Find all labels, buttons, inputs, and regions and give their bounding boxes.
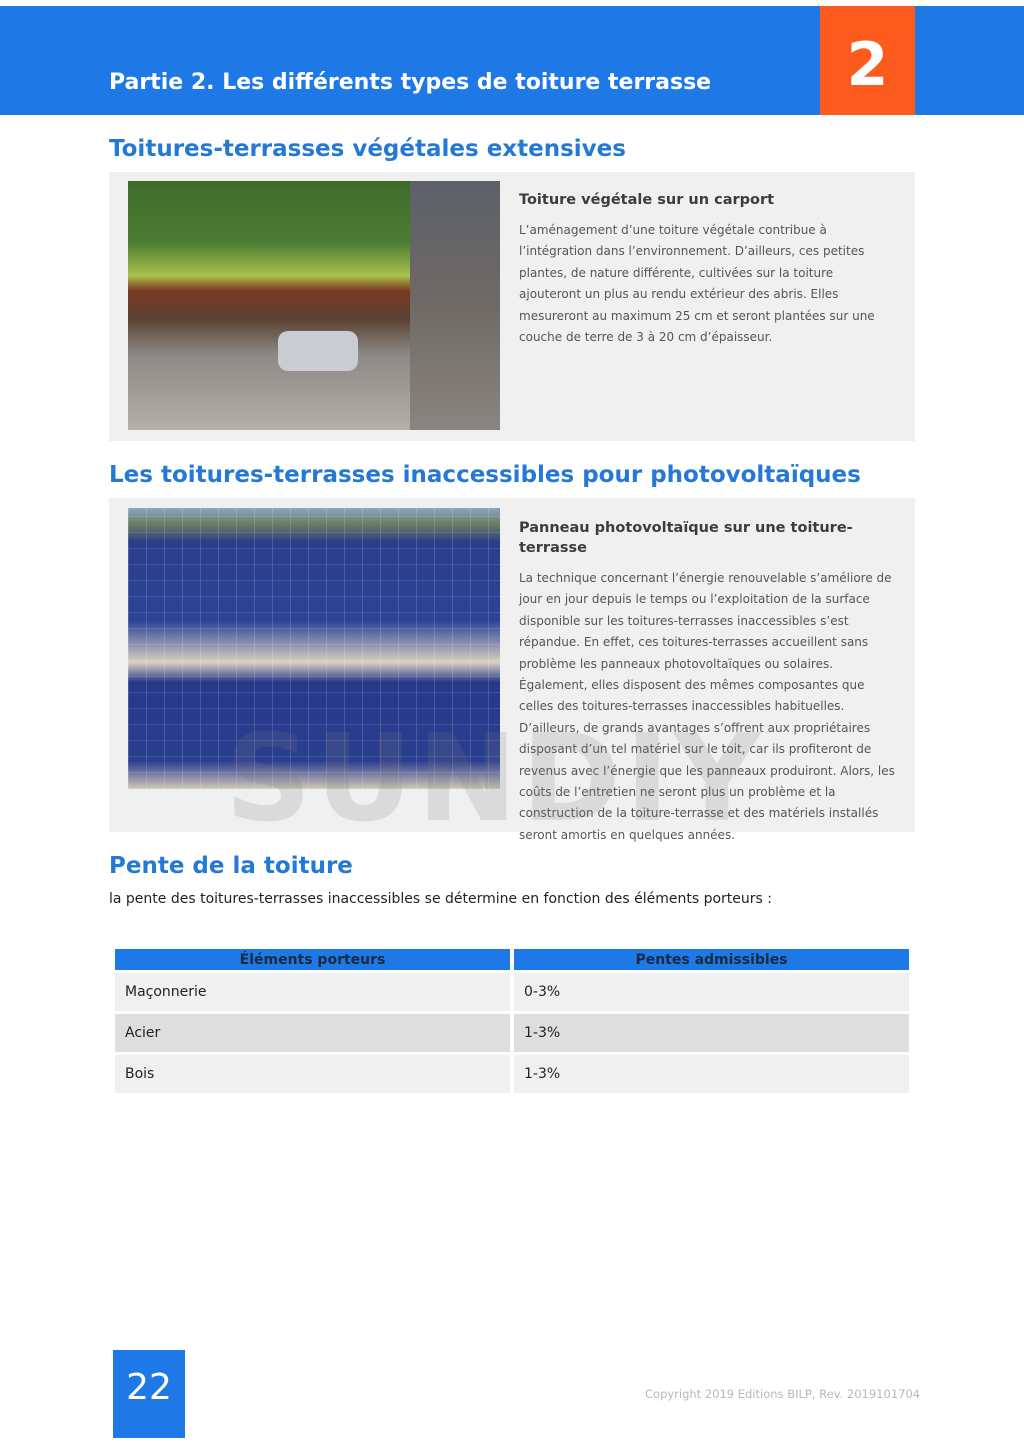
figure-caption-text: La technique concernant l’énergie renouv… [519, 571, 895, 842]
figure-caption-title: Toiture végétale sur un carport [519, 192, 775, 208]
table-cell: 0-3% [514, 973, 909, 1011]
panel-grid-pattern [128, 508, 500, 789]
figure-caption-text: L’aménagement d’une toiture végétale con… [519, 223, 875, 345]
green-roof-carport-photo [128, 181, 500, 430]
copyright-text: Copyright 2019 Editions BILP, Rev. 20191… [645, 1387, 921, 1401]
solar-panels-flat-roof-photo [128, 508, 500, 789]
table-cell: Maçonnerie [115, 973, 510, 1011]
chapter-number-badge: 2 [820, 6, 915, 115]
table-row: Maçonnerie 0-3% [115, 973, 909, 1011]
table-header: Pentes admissibles [514, 949, 909, 970]
section-heading-photovoltaic: Les toitures-terrasses inaccessibles pou… [109, 462, 861, 488]
slope-table: Éléments porteurs Pentes admissibles Maç… [111, 946, 913, 1096]
figure-box-photovoltaic: Panneau photovoltaïque sur une toiture-t… [109, 498, 915, 842]
section-heading-green-roofs: Toitures-terrasses végétales extensives [109, 136, 626, 162]
table-cell: 1-3% [514, 1014, 909, 1052]
page-number: 22 [113, 1350, 185, 1438]
slope-intro-text: la pente des toitures-terrasses inaccess… [109, 891, 772, 907]
table-cell: Bois [115, 1055, 510, 1093]
table-cell: 1-3% [514, 1055, 909, 1093]
figure-caption-title: Panneau photovoltaïque sur une toiture-t… [519, 520, 853, 556]
house-wall-shape [410, 181, 500, 430]
section-heading-slope: Pente de la toiture [109, 853, 353, 879]
table-cell: Acier [115, 1014, 510, 1052]
car-shape [278, 331, 358, 371]
table-row: Acier 1-3% [115, 1014, 909, 1052]
table-row: Bois 1-3% [115, 1055, 909, 1093]
table-header: Éléments porteurs [115, 949, 510, 970]
page-header-title: Partie 2. Les différents types de toitur… [109, 70, 712, 95]
figure-box-green-roof: Toiture végétale sur un carport L’aménag… [109, 172, 915, 441]
